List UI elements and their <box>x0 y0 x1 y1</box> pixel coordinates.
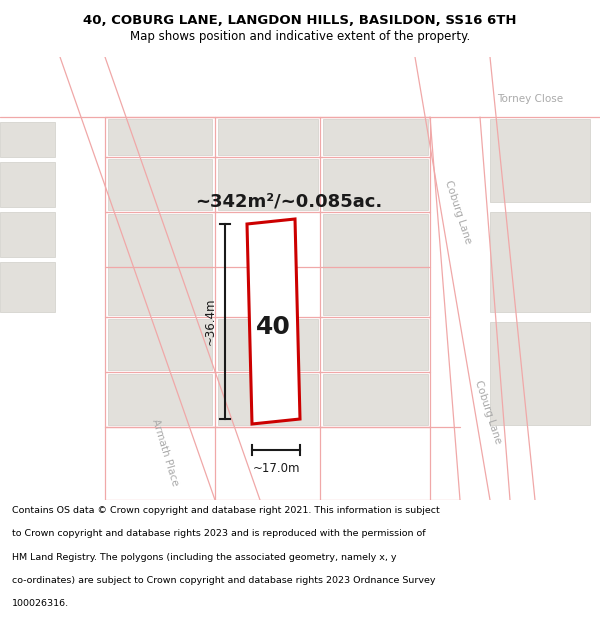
Polygon shape <box>108 159 212 210</box>
Polygon shape <box>323 159 428 210</box>
Polygon shape <box>108 319 212 370</box>
Polygon shape <box>108 214 212 315</box>
Text: Armath Place: Armath Place <box>150 418 180 487</box>
Polygon shape <box>323 119 428 155</box>
Polygon shape <box>430 57 600 117</box>
Text: ~17.0m: ~17.0m <box>252 462 300 475</box>
Polygon shape <box>323 374 428 425</box>
Polygon shape <box>430 117 510 500</box>
Text: 40: 40 <box>256 315 290 339</box>
Polygon shape <box>490 212 590 312</box>
Text: co-ordinates) are subject to Crown copyright and database rights 2023 Ordnance S: co-ordinates) are subject to Crown copyr… <box>12 576 436 584</box>
Polygon shape <box>415 57 600 500</box>
Polygon shape <box>323 319 428 370</box>
Polygon shape <box>108 119 212 155</box>
Polygon shape <box>0 162 55 207</box>
Text: to Crown copyright and database rights 2023 and is reproduced with the permissio: to Crown copyright and database rights 2… <box>12 529 425 538</box>
Text: Torney Close: Torney Close <box>497 94 563 104</box>
Text: Contains OS data © Crown copyright and database right 2021. This information is : Contains OS data © Crown copyright and d… <box>12 506 440 515</box>
Polygon shape <box>60 57 260 500</box>
Text: 40, COBURG LANE, LANGDON HILLS, BASILDON, SS16 6TH: 40, COBURG LANE, LANGDON HILLS, BASILDON… <box>83 14 517 28</box>
Text: HM Land Registry. The polygons (including the associated geometry, namely x, y: HM Land Registry. The polygons (includin… <box>12 552 397 561</box>
Polygon shape <box>218 119 318 155</box>
Text: Coburg Lane: Coburg Lane <box>473 379 503 445</box>
Text: Map shows position and indicative extent of the property.: Map shows position and indicative extent… <box>130 30 470 42</box>
Text: 100026316.: 100026316. <box>12 599 69 608</box>
Polygon shape <box>218 159 318 210</box>
Text: ~342m²/~0.085ac.: ~342m²/~0.085ac. <box>195 193 382 211</box>
Polygon shape <box>105 427 460 500</box>
Polygon shape <box>490 119 590 202</box>
Polygon shape <box>0 262 55 312</box>
Polygon shape <box>247 219 300 424</box>
Polygon shape <box>218 319 318 370</box>
Polygon shape <box>0 57 600 117</box>
Text: Coburg Lane: Coburg Lane <box>443 179 473 245</box>
Polygon shape <box>218 374 318 425</box>
Text: ~36.4m: ~36.4m <box>204 298 217 345</box>
Polygon shape <box>0 122 55 157</box>
Polygon shape <box>323 214 428 315</box>
Polygon shape <box>0 212 55 257</box>
Polygon shape <box>490 322 590 425</box>
Polygon shape <box>108 374 212 425</box>
